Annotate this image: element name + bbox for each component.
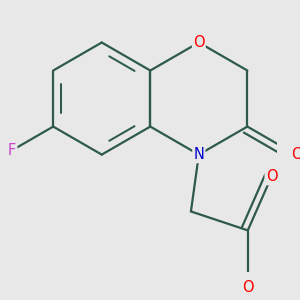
- Text: O: O: [291, 148, 300, 163]
- Text: O: O: [266, 169, 277, 184]
- Text: N: N: [194, 147, 204, 162]
- Text: O: O: [242, 280, 254, 295]
- Text: O: O: [193, 35, 205, 50]
- Text: F: F: [8, 143, 16, 158]
